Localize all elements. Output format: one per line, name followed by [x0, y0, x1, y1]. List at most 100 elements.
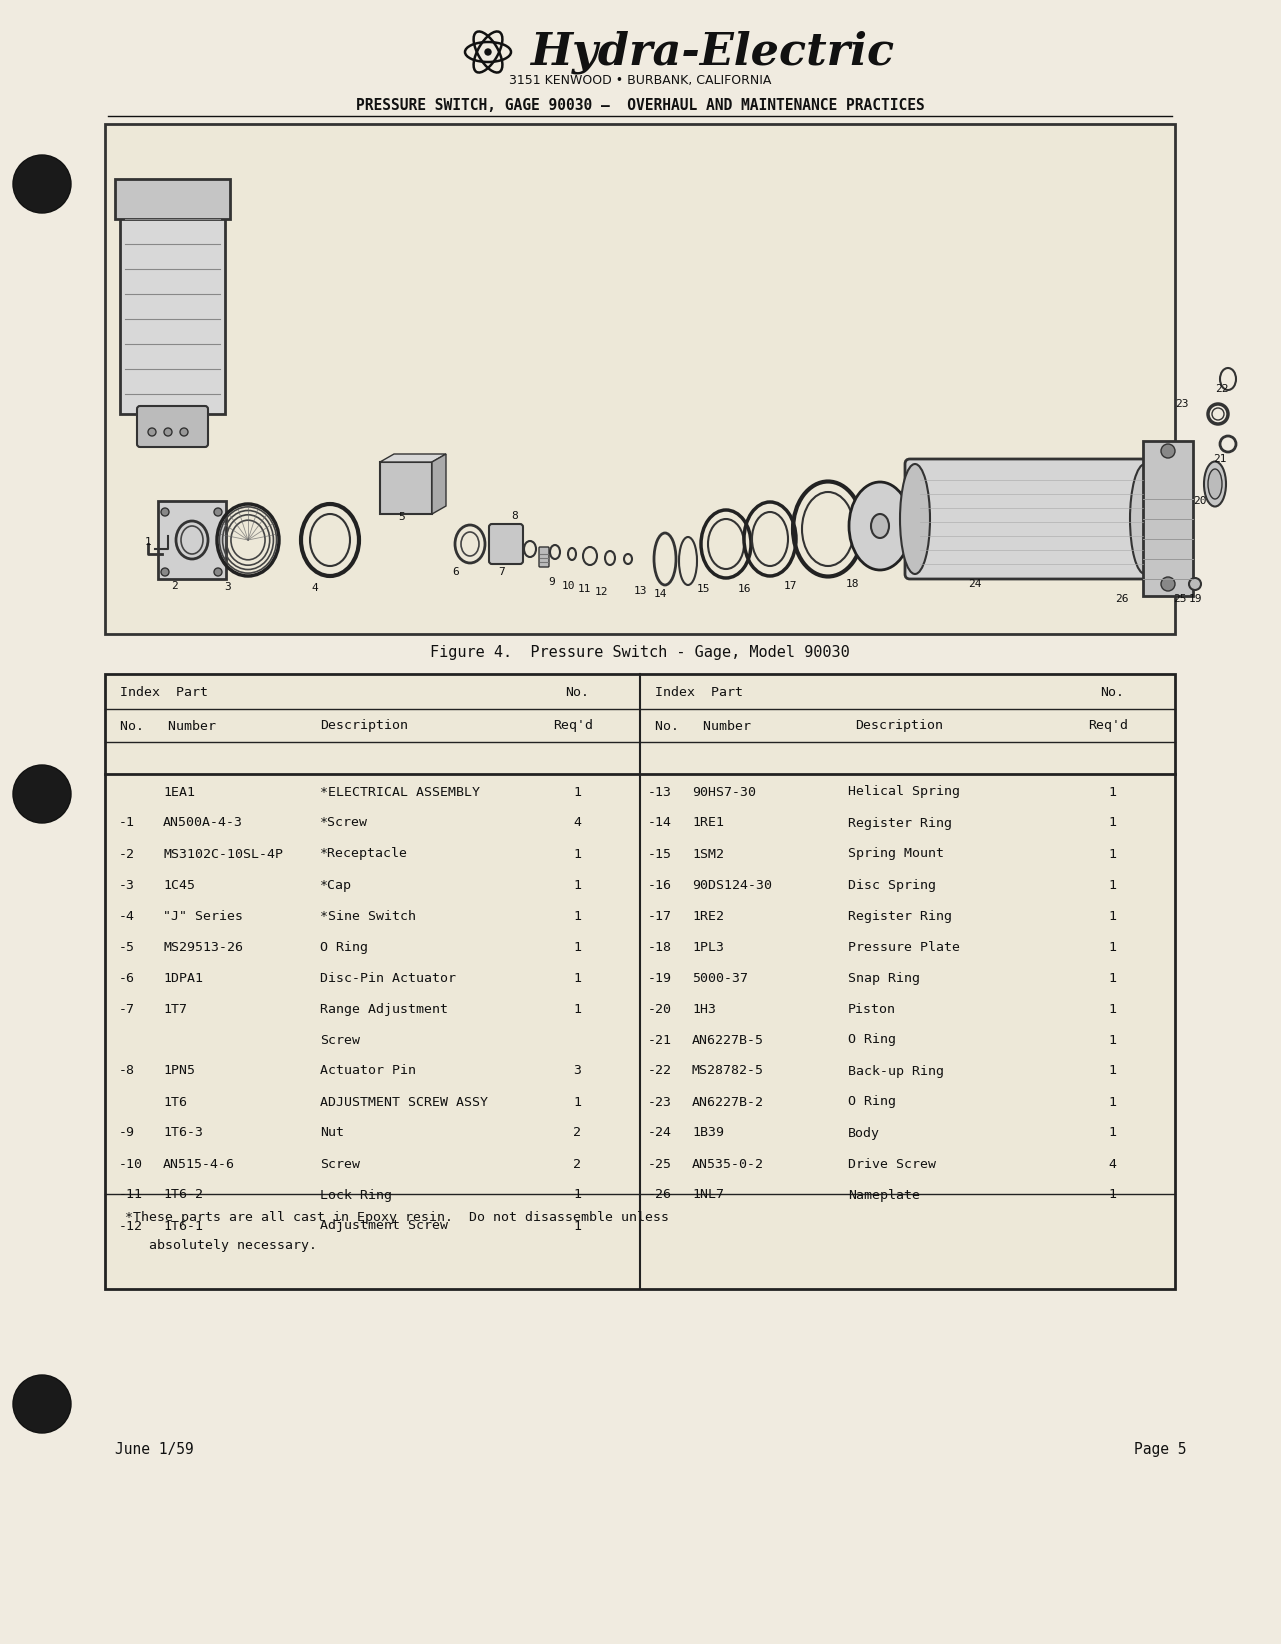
Text: 1: 1	[573, 909, 582, 922]
Text: 3: 3	[224, 582, 232, 592]
Text: Figure 4.  Pressure Switch - Gage, Model 90030: Figure 4. Pressure Switch - Gage, Model …	[430, 644, 849, 659]
Circle shape	[485, 49, 491, 54]
Text: 1: 1	[1108, 878, 1116, 891]
Text: 1T6-2: 1T6-2	[163, 1189, 202, 1202]
Text: O Ring: O Ring	[848, 1095, 895, 1108]
Text: 1: 1	[1108, 848, 1116, 860]
Ellipse shape	[871, 515, 889, 538]
Text: -7: -7	[119, 1003, 135, 1016]
Circle shape	[181, 427, 188, 436]
Text: 1RE2: 1RE2	[692, 909, 724, 922]
Text: ADJUSTMENT SCREW ASSY: ADJUSTMENT SCREW ASSY	[320, 1095, 488, 1108]
Text: -15: -15	[648, 848, 673, 860]
Text: *Cap: *Cap	[320, 878, 352, 891]
Text: 1: 1	[1108, 972, 1116, 985]
Text: MS28782-5: MS28782-5	[692, 1065, 763, 1077]
Polygon shape	[380, 454, 446, 462]
Text: 2: 2	[573, 1126, 582, 1139]
Ellipse shape	[901, 464, 930, 574]
Text: Disc-Pin Actuator: Disc-Pin Actuator	[320, 972, 456, 985]
Text: 18: 18	[845, 579, 858, 589]
Text: 1: 1	[573, 1095, 582, 1108]
Text: MS29513-26: MS29513-26	[163, 940, 243, 954]
Text: MS3102C-10SL-4P: MS3102C-10SL-4P	[163, 848, 283, 860]
Text: 8: 8	[511, 511, 519, 521]
Ellipse shape	[1204, 462, 1226, 506]
Text: -6: -6	[119, 972, 135, 985]
Text: No.   Number: No. Number	[655, 720, 751, 733]
Text: 1: 1	[1108, 1126, 1116, 1139]
Text: -18: -18	[648, 940, 673, 954]
Text: No.   Number: No. Number	[120, 720, 216, 733]
Text: -11: -11	[119, 1189, 143, 1202]
Text: 1: 1	[573, 786, 582, 799]
Text: 19: 19	[1189, 593, 1202, 603]
Text: 1: 1	[145, 538, 151, 547]
Ellipse shape	[1130, 464, 1161, 574]
Bar	[115, 179, 231, 219]
Text: 2: 2	[573, 1157, 582, 1171]
Text: 1SM2: 1SM2	[692, 848, 724, 860]
Text: Register Ring: Register Ring	[848, 909, 952, 922]
Text: -23: -23	[648, 1095, 673, 1108]
Text: 10: 10	[561, 580, 575, 590]
Ellipse shape	[1208, 469, 1222, 500]
Text: Pressure Plate: Pressure Plate	[848, 940, 959, 954]
Text: 1: 1	[573, 848, 582, 860]
Text: -1: -1	[119, 817, 135, 830]
FancyBboxPatch shape	[904, 459, 1150, 579]
Circle shape	[214, 508, 222, 516]
Text: Piston: Piston	[848, 1003, 895, 1016]
Text: *Receptacle: *Receptacle	[320, 848, 409, 860]
Circle shape	[1189, 579, 1202, 590]
Text: Disc Spring: Disc Spring	[848, 878, 936, 891]
Text: -5: -5	[119, 940, 135, 954]
Circle shape	[13, 1374, 70, 1434]
Circle shape	[164, 427, 172, 436]
Text: 7: 7	[498, 567, 506, 577]
Text: 1EA1: 1EA1	[163, 786, 195, 799]
Text: Hydra-Electric: Hydra-Electric	[530, 30, 894, 74]
Circle shape	[1161, 444, 1175, 459]
Circle shape	[13, 155, 70, 214]
Circle shape	[149, 427, 156, 436]
Text: 1: 1	[573, 1003, 582, 1016]
Text: 5: 5	[398, 511, 405, 523]
Text: 16: 16	[738, 584, 751, 593]
Text: -20: -20	[648, 1003, 673, 1016]
Text: Description: Description	[854, 720, 943, 733]
Polygon shape	[432, 454, 446, 515]
Text: Register Ring: Register Ring	[848, 817, 952, 830]
Text: -9: -9	[119, 1126, 135, 1139]
Bar	[105, 674, 1175, 1289]
Text: 20: 20	[1193, 496, 1207, 506]
Text: Actuator Pin: Actuator Pin	[320, 1065, 416, 1077]
Text: June 1/59: June 1/59	[115, 1442, 193, 1457]
Text: Spring Mount: Spring Mount	[848, 848, 944, 860]
Text: 4: 4	[1108, 1157, 1116, 1171]
Text: Adjustment Screw: Adjustment Screw	[320, 1220, 448, 1233]
Text: Nut: Nut	[320, 1126, 345, 1139]
Text: Snap Ring: Snap Ring	[848, 972, 920, 985]
Text: Req'd: Req'd	[553, 720, 593, 733]
Text: Body: Body	[848, 1126, 880, 1139]
Text: *These parts are all cast in Epoxy resin.  Do not disassemble unless: *These parts are all cast in Epoxy resin…	[126, 1210, 669, 1223]
Text: AN535-0-2: AN535-0-2	[692, 1157, 763, 1171]
Text: O Ring: O Ring	[848, 1034, 895, 1047]
FancyBboxPatch shape	[489, 524, 523, 564]
Text: *Sine Switch: *Sine Switch	[320, 909, 416, 922]
Text: PRESSURE SWITCH, GAGE 90030 –  OVERHAUL AND MAINTENANCE PRACTICES: PRESSURE SWITCH, GAGE 90030 – OVERHAUL A…	[356, 99, 925, 113]
Text: 1PN5: 1PN5	[163, 1065, 195, 1077]
Text: AN6227B-5: AN6227B-5	[692, 1034, 763, 1047]
Text: Page 5: Page 5	[1134, 1442, 1186, 1457]
Text: 4: 4	[573, 817, 582, 830]
Text: 12: 12	[594, 587, 607, 597]
Text: 14: 14	[653, 589, 666, 598]
Text: 1: 1	[1108, 1189, 1116, 1202]
Text: 3: 3	[573, 1065, 582, 1077]
Text: 1: 1	[1108, 1095, 1116, 1108]
Text: 1: 1	[1108, 909, 1116, 922]
Text: -16: -16	[648, 878, 673, 891]
Text: No.: No.	[565, 686, 589, 699]
Text: *Screw: *Screw	[320, 817, 368, 830]
